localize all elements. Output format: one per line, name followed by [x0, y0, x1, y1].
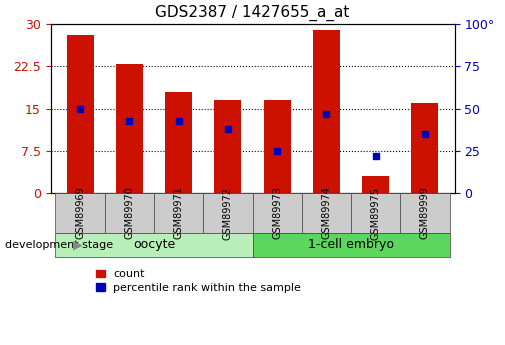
Text: GSM89969: GSM89969 [75, 187, 85, 239]
Point [273, 148, 281, 154]
Text: 1-cell embryo: 1-cell embryo [308, 238, 394, 252]
Text: GSM89975: GSM89975 [371, 187, 381, 239]
Text: ▶: ▶ [73, 238, 83, 252]
Bar [165, 92, 192, 193]
Text: GSM89973: GSM89973 [272, 187, 282, 239]
Bar [362, 176, 389, 193]
Title: GDS2387 / 1427655_a_at: GDS2387 / 1427655_a_at [156, 5, 349, 21]
Bar [214, 100, 241, 193]
Bar [264, 100, 291, 193]
Text: oocyte: oocyte [133, 238, 175, 252]
Point [76, 106, 84, 111]
Text: GSM89971: GSM89971 [174, 187, 184, 239]
Point [224, 126, 232, 132]
Bar [313, 30, 340, 193]
Text: GSM89974: GSM89974 [321, 187, 331, 239]
Point [125, 118, 133, 123]
Point [372, 153, 380, 159]
Point [175, 118, 183, 123]
Bar [412, 103, 438, 193]
Bar [67, 36, 93, 193]
Point [421, 131, 429, 137]
Legend: count, percentile rank within the sample: count, percentile rank within the sample [96, 269, 301, 293]
Text: GSM89999: GSM89999 [420, 187, 430, 239]
Text: development stage: development stage [5, 240, 113, 250]
Text: GSM89970: GSM89970 [124, 187, 134, 239]
Text: GSM89972: GSM89972 [223, 187, 233, 239]
Bar [116, 63, 143, 193]
Point [322, 111, 330, 117]
